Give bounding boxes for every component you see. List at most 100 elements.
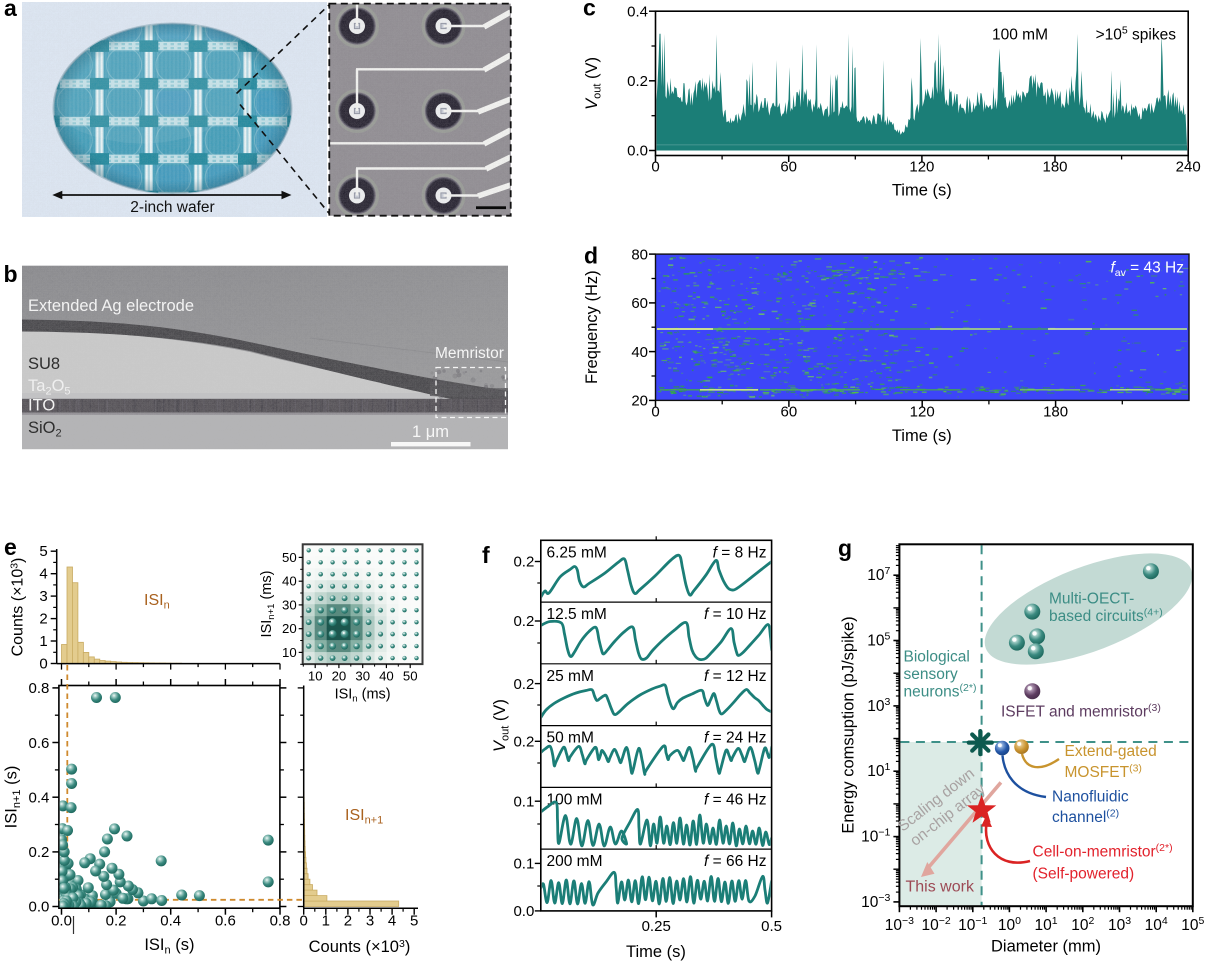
svg-text:0: 0 xyxy=(300,913,308,930)
svg-text:100 mM: 100 mM xyxy=(992,27,1048,44)
svg-text:Cell-on-memristor(2*): Cell-on-memristor(2*) xyxy=(1033,842,1173,861)
svg-text:1: 1 xyxy=(39,633,47,650)
svg-text:Diameter (mm): Diameter (mm) xyxy=(991,938,1101,956)
svg-text:ISIn+1 (ms): ISIn+1 (ms) xyxy=(259,571,277,638)
svg-text:0.6: 0.6 xyxy=(215,913,236,930)
svg-text:10−3: 10−3 xyxy=(885,915,914,934)
svg-text:3: 3 xyxy=(366,913,374,930)
svg-text:ISIn+1 (s): ISIn+1 (s) xyxy=(3,766,24,829)
svg-text:0.2: 0.2 xyxy=(106,913,127,930)
svg-text:Energy comsuption (pJ/spike): Energy comsuption (pJ/spike) xyxy=(840,616,858,833)
svg-text:200 mM: 200 mM xyxy=(547,853,603,870)
svg-text:f = 10 Hz: f = 10 Hz xyxy=(704,606,766,623)
svg-text:2: 2 xyxy=(39,611,47,628)
svg-text:Biological: Biological xyxy=(904,649,970,666)
svg-text:f: f xyxy=(482,542,490,568)
svg-text:a: a xyxy=(4,0,17,21)
svg-text:Counts (×103): Counts (×103) xyxy=(309,938,411,956)
svg-text:60: 60 xyxy=(780,159,797,176)
svg-text:0.2: 0.2 xyxy=(513,613,534,630)
svg-text:Memristor: Memristor xyxy=(435,345,504,362)
svg-text:0.5: 0.5 xyxy=(761,918,782,935)
svg-text:Ta2O5: Ta2O5 xyxy=(28,377,71,398)
svg-text:0.0: 0.0 xyxy=(513,903,534,920)
svg-text:50: 50 xyxy=(403,669,418,684)
svg-text:2-inch wafer: 2-inch wafer xyxy=(130,199,214,216)
svg-text:Counts (×103): Counts (×103) xyxy=(9,558,27,657)
svg-text:Time (s): Time (s) xyxy=(892,427,952,445)
svg-text:40: 40 xyxy=(282,574,297,589)
svg-text:ISFET and memristor(3): ISFET and memristor(3) xyxy=(1001,702,1161,721)
svg-text:0.1: 0.1 xyxy=(513,856,534,873)
svg-text:10: 10 xyxy=(282,645,297,660)
svg-text:0: 0 xyxy=(651,159,659,176)
svg-text:f = 12 Hz: f = 12 Hz xyxy=(704,668,766,685)
svg-text:ISIn: ISIn xyxy=(144,592,170,612)
svg-text:2: 2 xyxy=(344,913,352,930)
svg-text:0: 0 xyxy=(39,656,47,673)
svg-text:Time (s): Time (s) xyxy=(626,943,686,961)
svg-text:f = 66 Hz: f = 66 Hz xyxy=(704,853,766,870)
svg-text:0.8: 0.8 xyxy=(29,680,50,697)
svg-text:0.2: 0.2 xyxy=(513,676,534,693)
svg-text:neurons(2*): neurons(2*) xyxy=(904,682,977,701)
svg-text:240: 240 xyxy=(1176,159,1201,176)
svg-text:180: 180 xyxy=(1042,159,1067,176)
svg-text:ISIn (ms): ISIn (ms) xyxy=(335,687,391,705)
svg-text:80: 80 xyxy=(631,246,648,263)
svg-text:(Self-powered): (Self-powered) xyxy=(1033,866,1135,883)
svg-text:MOSFET(3): MOSFET(3) xyxy=(1065,763,1142,782)
svg-text:0.2: 0.2 xyxy=(627,73,648,90)
svg-text:30: 30 xyxy=(355,669,370,684)
svg-text:Vout (V): Vout (V) xyxy=(583,57,604,110)
svg-text:5: 5 xyxy=(39,543,47,560)
svg-text:f = 46 Hz: f = 46 Hz xyxy=(704,791,766,808)
svg-text:60: 60 xyxy=(781,404,798,421)
svg-text:30: 30 xyxy=(282,597,297,612)
svg-text:0.4: 0.4 xyxy=(627,3,648,20)
svg-text:f = 8 Hz: f = 8 Hz xyxy=(713,544,767,561)
svg-text:This work: This work xyxy=(906,879,975,896)
svg-text:sensory: sensory xyxy=(904,666,959,683)
svg-text:0.0: 0.0 xyxy=(29,899,50,916)
svg-text:25 mM: 25 mM xyxy=(547,668,594,685)
svg-text:SiO2: SiO2 xyxy=(28,419,62,440)
svg-text:ISIn (s): ISIn (s) xyxy=(144,936,194,957)
svg-text:50: 50 xyxy=(282,550,297,565)
svg-text:20: 20 xyxy=(282,621,297,636)
svg-text:3: 3 xyxy=(39,588,47,605)
svg-text:0.0: 0.0 xyxy=(627,143,648,160)
svg-text:Extend-gated: Extend-gated xyxy=(1065,743,1157,760)
svg-text:60: 60 xyxy=(631,295,648,312)
svg-text:d: d xyxy=(584,243,598,269)
svg-text:0.4: 0.4 xyxy=(160,913,181,930)
svg-text:100 mM: 100 mM xyxy=(547,791,603,808)
svg-text:40: 40 xyxy=(379,669,394,684)
svg-text:SU8: SU8 xyxy=(28,355,60,373)
svg-text:0.2: 0.2 xyxy=(513,554,534,571)
svg-text:g: g xyxy=(838,535,852,561)
svg-text:0.2: 0.2 xyxy=(513,734,534,751)
svg-text:180: 180 xyxy=(1043,404,1068,421)
svg-text:0.6: 0.6 xyxy=(29,735,50,752)
svg-text:0.25: 0.25 xyxy=(642,918,671,935)
svg-text:10: 10 xyxy=(308,669,323,684)
svg-text:ITO: ITO xyxy=(28,397,55,415)
svg-text:4: 4 xyxy=(388,913,396,930)
svg-text:5: 5 xyxy=(410,913,418,930)
svg-text:20: 20 xyxy=(332,669,347,684)
svg-text:Frequency (Hz): Frequency (Hz) xyxy=(583,270,601,384)
svg-text:channel(2): channel(2) xyxy=(1052,808,1119,827)
svg-text:6.25 mM: 6.25 mM xyxy=(547,544,607,561)
svg-text:0.1: 0.1 xyxy=(513,793,534,810)
svg-text:1: 1 xyxy=(322,913,330,930)
svg-text:based circuits(4+): based circuits(4+) xyxy=(1049,607,1163,626)
svg-text:40: 40 xyxy=(631,344,648,361)
svg-text:12.5 mM: 12.5 mM xyxy=(547,606,607,623)
svg-text:0.0: 0.0 xyxy=(51,913,72,930)
svg-text:c: c xyxy=(583,0,596,21)
svg-text:50 mM: 50 mM xyxy=(547,730,594,747)
svg-text:Nanofluidic: Nanofluidic xyxy=(1052,789,1129,806)
svg-text:20: 20 xyxy=(631,393,648,410)
svg-text:120: 120 xyxy=(909,159,934,176)
